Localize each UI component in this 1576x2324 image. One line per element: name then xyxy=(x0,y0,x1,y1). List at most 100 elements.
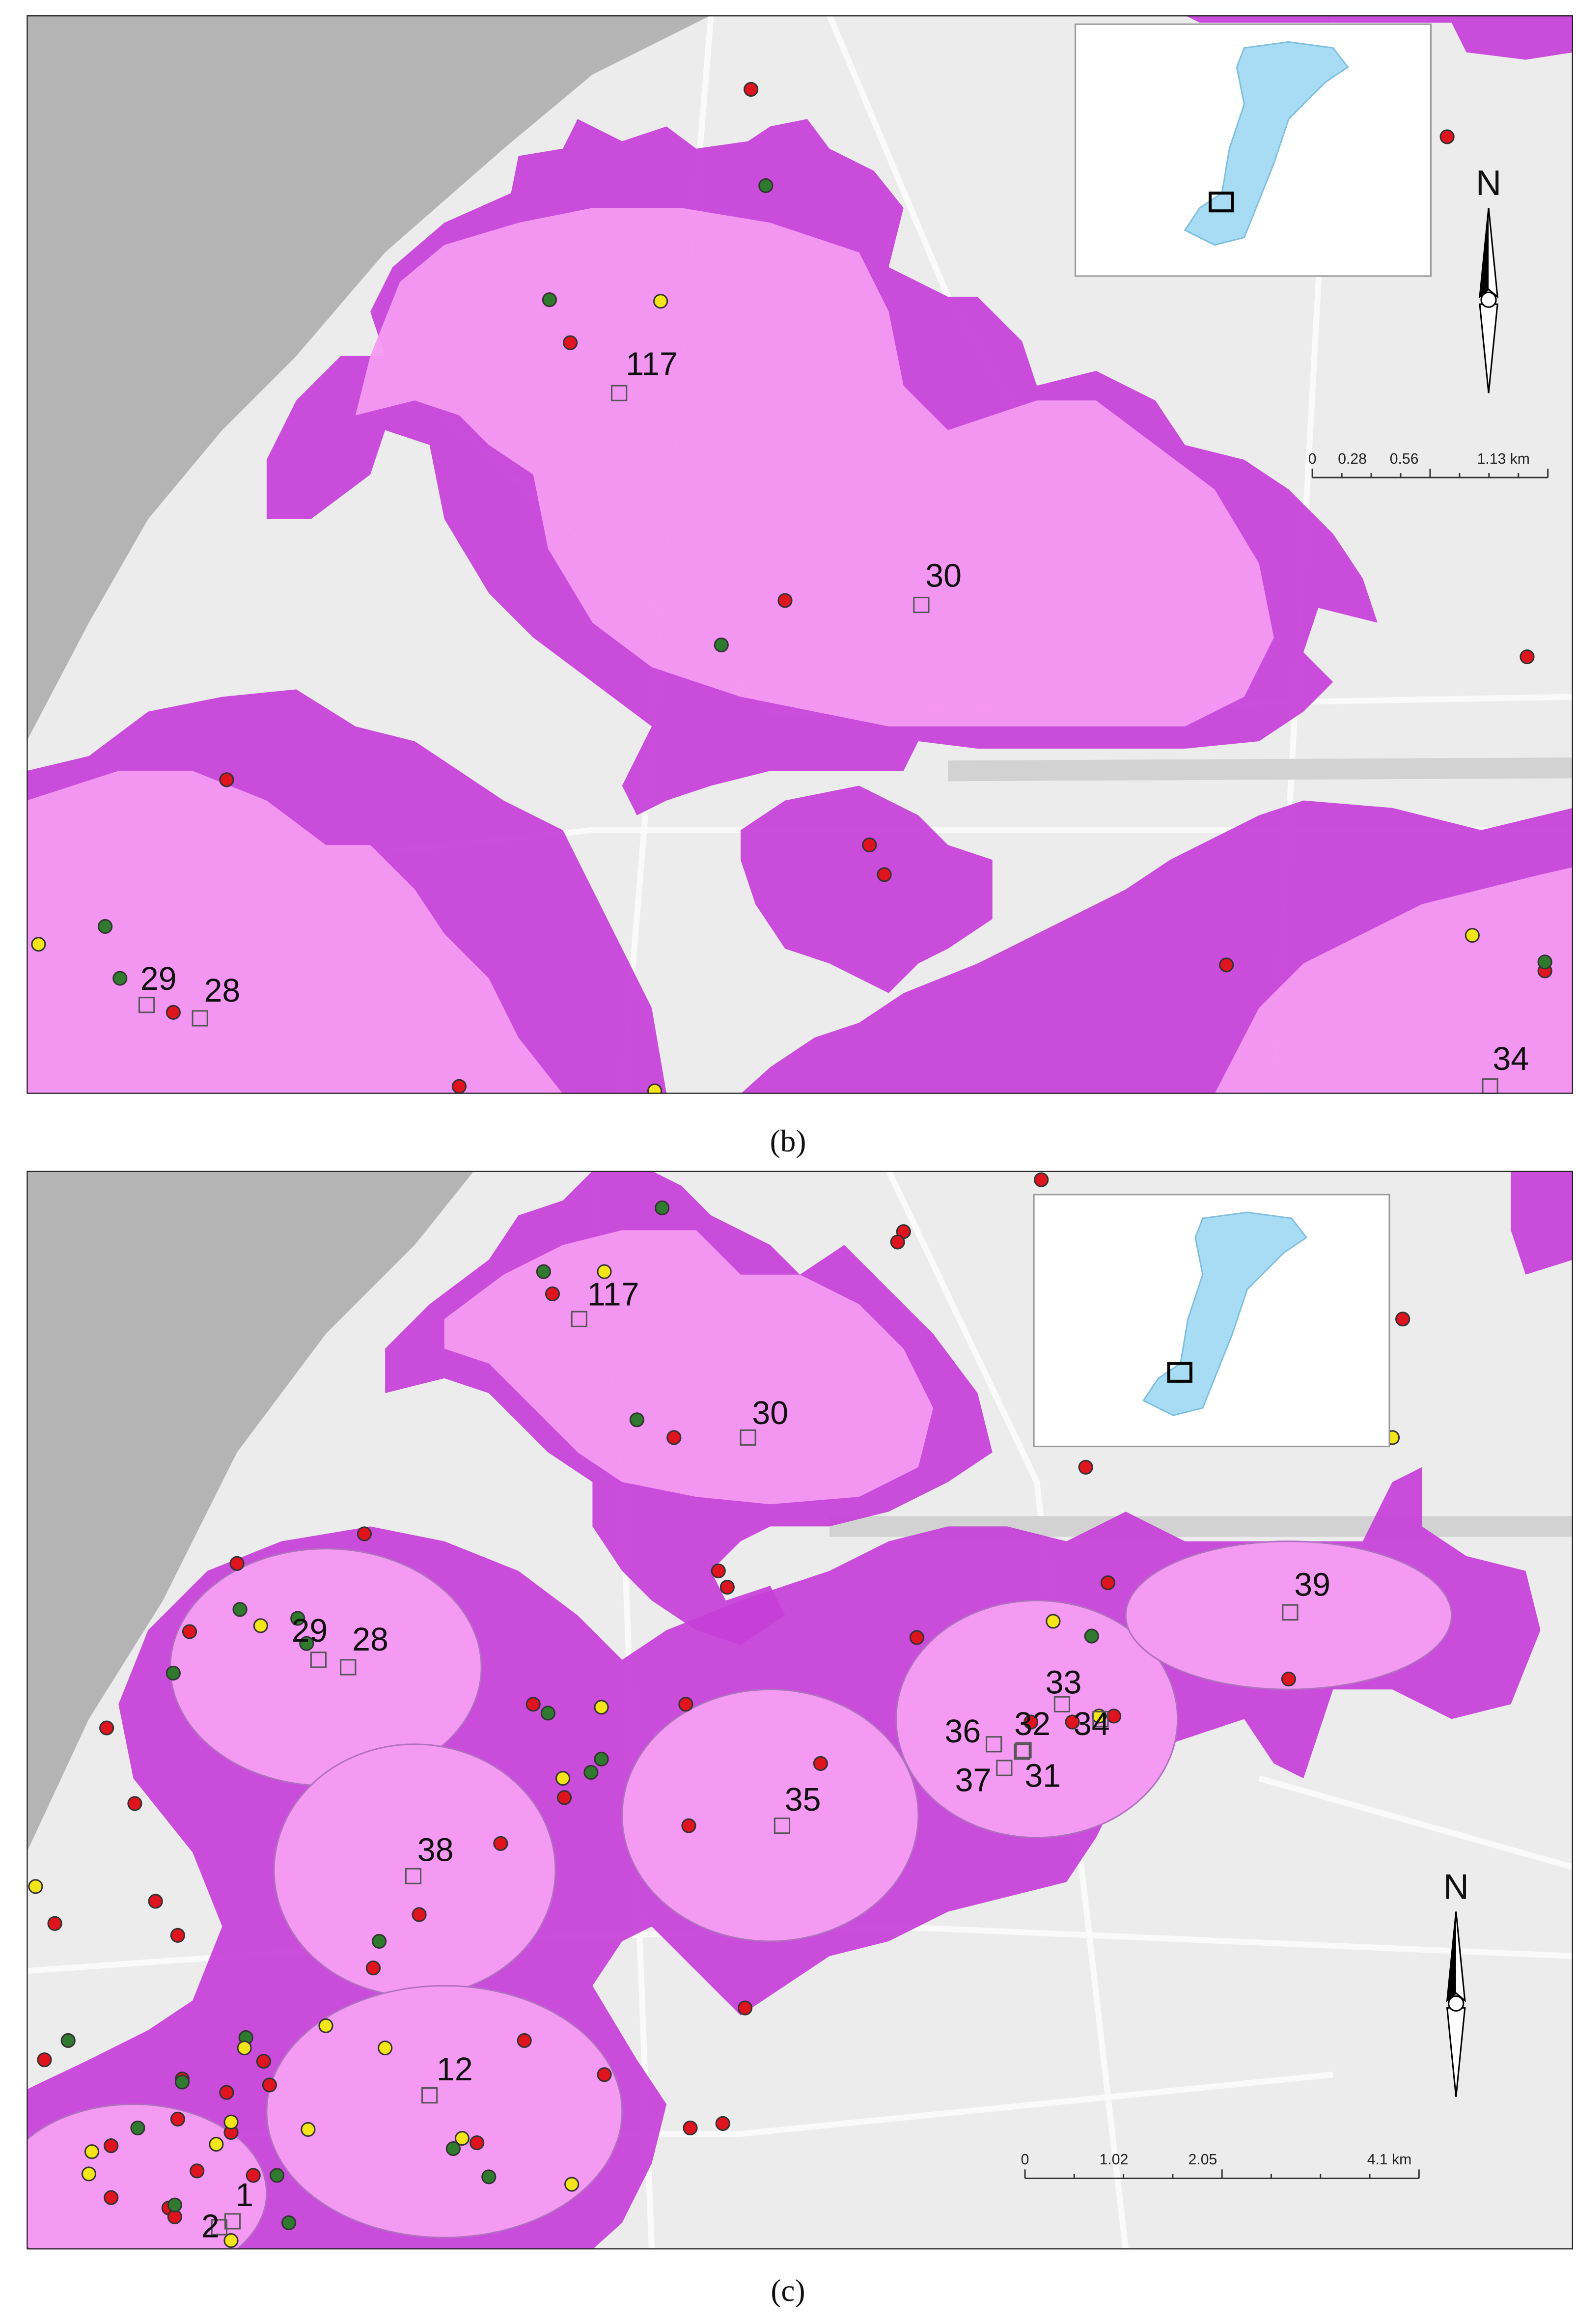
facility-dot xyxy=(1084,1628,1099,1644)
facility-dot xyxy=(167,2197,182,2212)
facility-dot xyxy=(365,1960,381,1976)
facility-dot xyxy=(237,2040,252,2056)
site-marker xyxy=(996,1760,1013,1776)
overlay: (b) (c) xyxy=(770,1124,806,2308)
facility-dot xyxy=(99,1720,114,1736)
facility-dot xyxy=(166,1005,181,1020)
site-marker xyxy=(1053,1696,1071,1712)
facility-dot xyxy=(174,2074,190,2090)
site-label: 28 xyxy=(352,1622,388,1658)
site-marker xyxy=(1014,1743,1030,1760)
facility-dot xyxy=(564,2177,580,2192)
panel-label: (b) xyxy=(770,1124,806,1158)
facility-dot xyxy=(253,1618,268,1633)
coverage-inner xyxy=(27,771,563,1094)
facility-dot xyxy=(1281,1671,1296,1687)
facility-dot xyxy=(232,1602,248,1617)
sea xyxy=(27,15,711,741)
facility-dot xyxy=(813,1756,828,1771)
inset-map xyxy=(1033,1194,1390,1448)
facility-dot xyxy=(1219,957,1234,973)
coverage-outer xyxy=(1511,1171,1573,1275)
facility-dot xyxy=(493,1836,508,1851)
site-marker xyxy=(211,2219,227,2236)
facility-dot xyxy=(862,838,877,853)
road xyxy=(1258,1775,1573,1870)
coverage-inner xyxy=(266,1985,623,2239)
scale-label: 0 xyxy=(1308,451,1317,467)
facility-dot xyxy=(1034,1172,1049,1187)
panel-label: (c) xyxy=(771,2273,805,2308)
facility-dot xyxy=(583,1765,599,1780)
facility-dot xyxy=(681,1818,696,1833)
site-label: 1 xyxy=(235,2177,253,2213)
facility-dot xyxy=(81,2166,97,2182)
coverage-inner xyxy=(355,208,1274,727)
facility-dot xyxy=(378,2040,393,2056)
facility-dot xyxy=(269,2168,285,2183)
sea xyxy=(27,1171,474,1852)
coverage-inner xyxy=(27,2103,268,2250)
facility-dot xyxy=(170,1928,185,1943)
facility-dot xyxy=(223,2114,239,2129)
facility-dot xyxy=(481,2169,497,2184)
facility-dot xyxy=(127,1796,142,1811)
scale-label: 0.28 xyxy=(1338,451,1367,467)
coverage-inner xyxy=(273,1743,556,1997)
facility-dot xyxy=(758,178,774,194)
facility-dot xyxy=(653,294,668,309)
facility-dot xyxy=(594,1751,609,1767)
site-label: 31 xyxy=(1024,1758,1061,1794)
site-marker xyxy=(1092,1710,1109,1728)
facility-dot xyxy=(715,2116,730,2131)
facility-dot xyxy=(719,1580,735,1595)
facility-dot xyxy=(229,1556,245,1571)
facility-dot xyxy=(148,1894,163,1909)
site-marker xyxy=(986,1736,1002,1753)
coverage-inner xyxy=(621,1688,919,1942)
site-label: 30 xyxy=(752,1395,788,1431)
facility-dot xyxy=(711,1563,726,1578)
facility-dot xyxy=(597,2067,612,2082)
site-marker xyxy=(774,1818,791,1834)
facility-dot xyxy=(98,919,113,934)
site-label: 37 xyxy=(955,1763,992,1799)
facility-dot xyxy=(890,1234,905,1250)
facility-dot xyxy=(1395,1312,1410,1327)
facility-dot xyxy=(104,2138,119,2154)
site-marker xyxy=(1015,1742,1032,1759)
facility-dot xyxy=(256,2054,271,2069)
map-panel-c: 117 30 29 28 39 33 32 34 36 37 31 35 38 12 12 N 0 1.02 2.0… xyxy=(27,1171,1573,2250)
facility-dot xyxy=(470,2135,485,2151)
facility-dot xyxy=(545,1286,560,1302)
site-label: 34 xyxy=(1493,1041,1529,1077)
site-marker xyxy=(913,596,930,614)
facility-dot xyxy=(28,1879,43,1894)
facility-dot xyxy=(60,2033,76,2048)
facility-dot xyxy=(1046,1614,1061,1629)
site-label: 28 xyxy=(204,973,240,1009)
site-label: 35 xyxy=(785,1782,821,1818)
facility-dot xyxy=(262,2077,277,2093)
site-marker xyxy=(224,2213,241,2230)
facility-dot xyxy=(104,2190,119,2205)
facility-dot xyxy=(299,1636,314,1651)
facility-dot xyxy=(666,1430,682,1445)
facility-dot xyxy=(1065,1714,1080,1730)
site-marker xyxy=(740,1429,756,1446)
facility-dot xyxy=(517,2033,532,2048)
facility-dot xyxy=(909,1630,924,1645)
facility-dot xyxy=(37,2052,52,2068)
site-label: 39 xyxy=(1294,1567,1330,1603)
north-label: N xyxy=(1443,1867,1469,1906)
scale-label: 4.1 km xyxy=(1367,2152,1411,2168)
facility-dot xyxy=(357,1526,372,1541)
coverage-inner xyxy=(444,1230,934,1505)
facility-dot xyxy=(1465,927,1480,943)
facility-dot xyxy=(318,2018,333,2033)
scale-label: 1.13 km xyxy=(1477,451,1530,467)
facility-dot xyxy=(84,2144,100,2159)
site-label: 2 xyxy=(201,2209,220,2245)
